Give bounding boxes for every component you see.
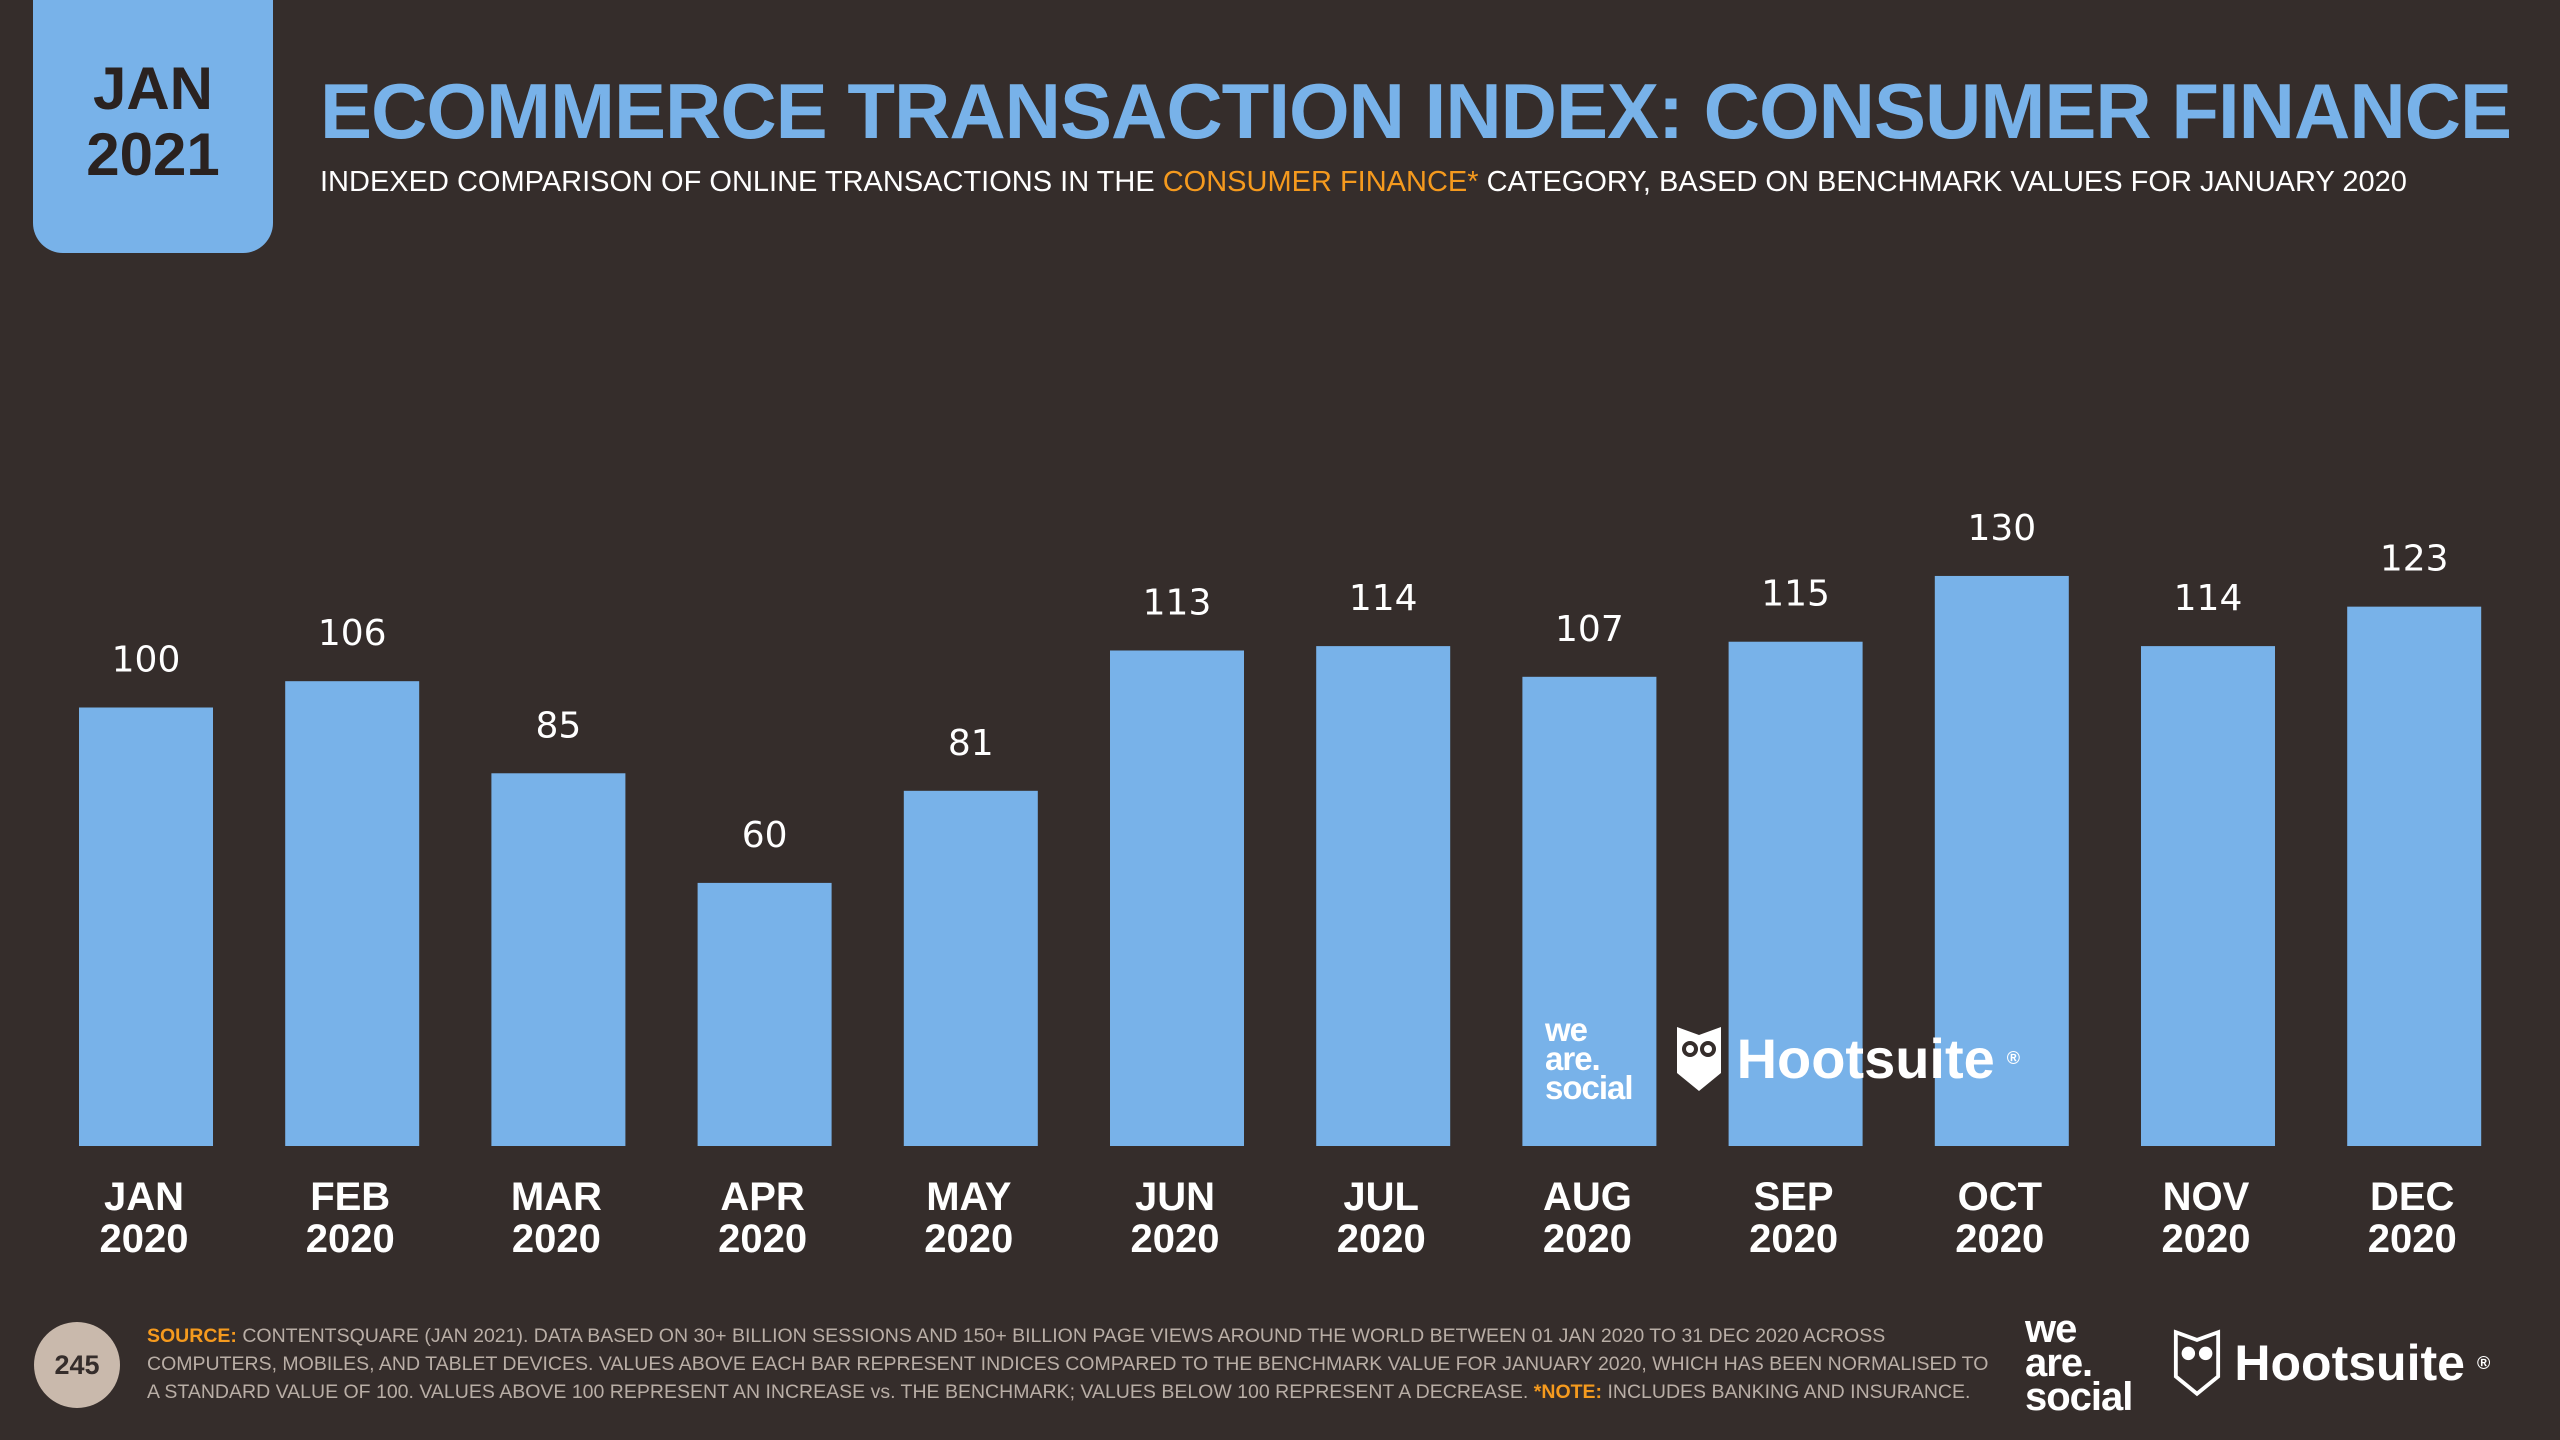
tick-label-apr-month: APR (720, 1175, 805, 1219)
bar-mar (491, 773, 626, 1146)
bar-jul (1316, 646, 1451, 1146)
data-label-jul: 114 (1349, 578, 1418, 619)
data-label-sep: 115 (1761, 574, 1830, 615)
tick-label-aug-year: 2020 (1543, 1217, 1632, 1261)
subtitle-text-before: INDEXED COMPARISON OF ONLINE TRANSACTION… (320, 166, 1163, 198)
logo-line-we: we (1545, 1011, 1588, 1048)
tick-label-oct-year: 2020 (1955, 1217, 2044, 1261)
footer-we-are-social-logo: we are. social (2025, 1307, 2133, 1419)
data-label-nov: 114 (2174, 578, 2243, 619)
tick-label-jul-month: JUL (1343, 1175, 1419, 1219)
chart-subtitle: INDEXED COMPARISON OF ONLINE TRANSACTION… (320, 166, 2407, 199)
footer-logo-line-social: social (2025, 1375, 2133, 1419)
note-label: *NOTE: (1533, 1381, 1603, 1403)
source-text: CONTENTSQUARE (JAN 2021). DATA BASED ON … (147, 1325, 1989, 1403)
chart-watermark: we are. social Hootsuite ® (1545, 1011, 2020, 1106)
tick-label-may-year: 2020 (924, 1217, 1013, 1261)
bar-sep (1728, 641, 1863, 1146)
data-label-aug: 107 (1555, 609, 1624, 650)
tick-label-mar-year: 2020 (512, 1217, 601, 1261)
we-are-social-logo: we are. social (1545, 1011, 1634, 1106)
page-number: 245 (34, 1322, 120, 1408)
tick-label-jun-year: 2020 (1131, 1217, 1220, 1261)
bar-chart: 100JAN2020106FEB202085MAR202060APR202081… (79, 508, 2482, 1261)
date-badge: JAN 2021 (33, 0, 273, 253)
footer-hootsuite-wordmark: Hootsuite (2234, 1335, 2465, 1391)
bar-may (903, 790, 1038, 1146)
hootsuite-logo: Hootsuite ® (1673, 1023, 2020, 1095)
data-label-jan: 100 (112, 640, 181, 681)
tick-label-jan-year: 2020 (100, 1217, 189, 1261)
tick-label-feb-year: 2020 (306, 1217, 395, 1261)
footer-owl-icon (2174, 1329, 2221, 1397)
bar-aug (1522, 676, 1657, 1146)
data-label-apr: 60 (742, 815, 788, 856)
logo-line-social: social (1545, 1069, 1634, 1106)
registered-mark: ® (2006, 1048, 2021, 1068)
data-label-feb: 106 (318, 613, 387, 654)
tick-label-jul-year: 2020 (1337, 1217, 1426, 1261)
source-note: SOURCE: CONTENTSQUARE (JAN 2021). DATA B… (147, 1322, 1997, 1406)
subtitle-text-after: CATEGORY, BASED ON BENCHMARK VALUES FOR … (1478, 166, 2407, 198)
tick-label-jan-month: JAN (104, 1175, 184, 1219)
footer-logos: we are. social Hootsuite ® (2025, 1307, 2490, 1419)
footer-registered-mark: ® (2476, 1352, 2491, 1373)
chart-title: ECOMMERCE TRANSACTION INDEX: CONSUMER FI… (320, 67, 2512, 155)
tick-label-oct-month: OCT (1958, 1175, 2042, 1219)
tick-label-aug-month: AUG (1543, 1175, 1632, 1219)
bar-feb (285, 681, 420, 1146)
bar-oct (1934, 575, 2069, 1146)
subtitle-highlight: CONSUMER FINANCE* (1162, 166, 1479, 198)
footer-logo-line-are: are. (2025, 1341, 2093, 1385)
data-label-oct: 130 (1967, 508, 2036, 549)
tick-label-feb-month: FEB (310, 1175, 390, 1219)
data-label-may: 81 (948, 723, 994, 764)
badge-year: 2021 (86, 120, 220, 188)
logo-line-are: are. (1545, 1040, 1601, 1077)
tick-label-dec-year: 2020 (2368, 1217, 2457, 1261)
bar-apr (697, 882, 832, 1146)
data-label-jun: 113 (1143, 582, 1212, 623)
tick-label-sep-year: 2020 (1749, 1217, 1838, 1261)
footer-hootsuite-logo: Hootsuite ® (2172, 1325, 2490, 1401)
tick-label-jun-month: JUN (1135, 1175, 1215, 1219)
badge-month: JAN (92, 54, 214, 122)
tick-label-sep-month: SEP (1754, 1175, 1834, 1219)
data-label-dec: 123 (2380, 539, 2449, 580)
footer-logo-line-we: we (2025, 1307, 2077, 1351)
bar-jan (79, 707, 213, 1146)
tick-label-nov-year: 2020 (2162, 1217, 2251, 1261)
bar-dec (2347, 606, 2482, 1146)
note-text: INCLUDES BANKING AND INSURANCE. (1602, 1381, 1971, 1403)
tick-label-dec-month: DEC (2370, 1175, 2454, 1219)
tick-label-apr-year: 2020 (718, 1217, 807, 1261)
bar-jun (1110, 650, 1244, 1146)
tick-label-mar-month: MAR (511, 1175, 602, 1219)
owl-icon (1676, 1026, 1721, 1091)
tick-label-may-month: MAY (926, 1175, 1012, 1219)
source-label: SOURCE: (147, 1325, 237, 1347)
tick-label-nov-month: NOV (2163, 1175, 2250, 1219)
data-label-mar: 85 (535, 705, 581, 746)
hootsuite-wordmark: Hootsuite (1736, 1027, 1995, 1090)
bar-nov (2141, 646, 2275, 1146)
